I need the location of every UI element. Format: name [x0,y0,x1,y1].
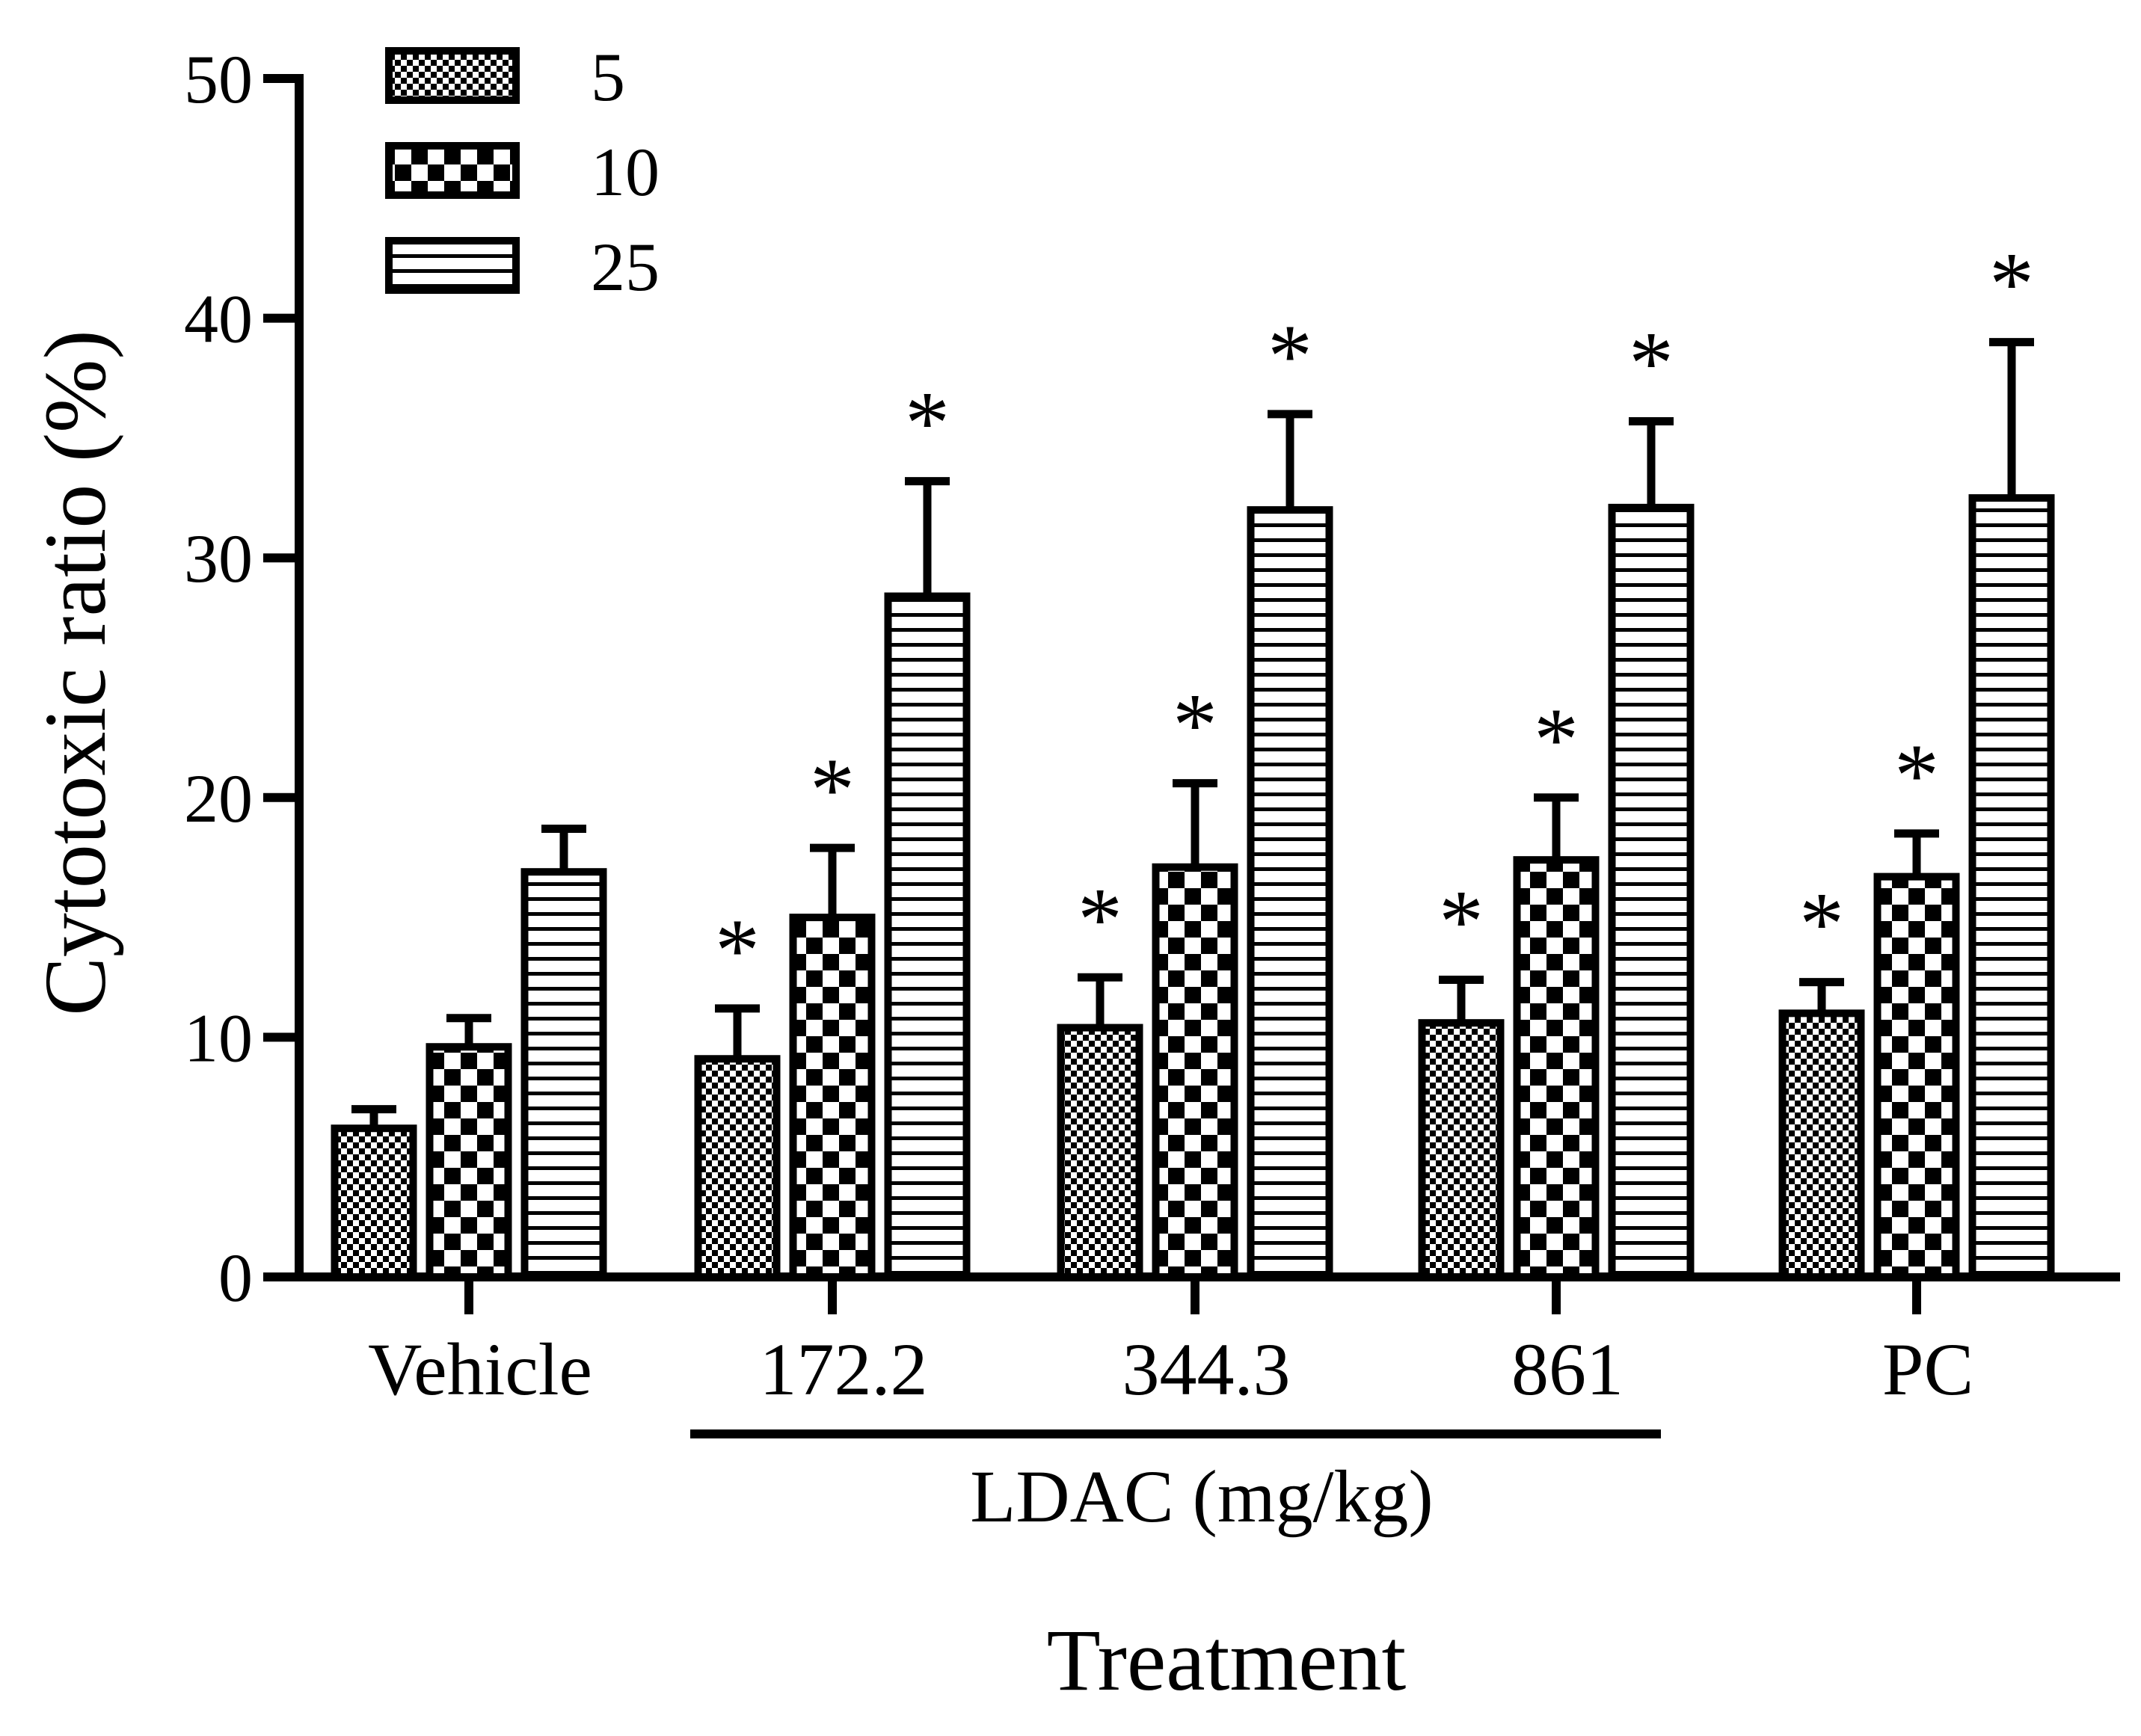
significance-mark-10-172.2: * [810,739,855,839]
significance-mark-25-PC: * [1989,234,2034,333]
y-tick-label-0: 0 [218,1240,253,1316]
significance-mark-10-PC: * [1894,725,1939,825]
legend-swatch-5 [385,47,520,104]
bars: * * * * * * * * * * * * [331,234,2055,1281]
x-axis: Vehicle 172.2 344.3 861 PC LDAC (mg/kg) [295,1272,2120,1538]
bar-25-Vehicle [520,868,607,1281]
x-tick-label-4: PC [1882,1328,1973,1411]
bar-10-861 [1513,856,1600,1281]
bar-5-861 [1418,1019,1505,1281]
significance-mark-10-344.3: * [1173,675,1217,775]
y-axis: 0 10 20 30 40 50 [184,41,304,1316]
y-tick-label-50: 50 [184,41,253,117]
legend: 5 10 25 [385,39,660,305]
y-tick-label-20: 20 [184,760,253,837]
significance-mark-10-861: * [1534,689,1579,789]
legend-label-5: 5 [591,39,625,115]
legend-label-25: 25 [591,229,660,305]
bar-5-Vehicle [331,1124,417,1281]
significance-mark-5-PC: * [1799,874,1844,973]
significance-mark-5-861: * [1439,871,1484,970]
bar-10-Vehicle [426,1043,512,1281]
bar-25-861 [1608,503,1695,1281]
bar-5-172.2 [694,1055,781,1281]
bar-25-172.2 [884,592,971,1281]
bar-5-344.3 [1057,1024,1143,1281]
legend-swatch-10 [385,142,520,199]
x-axis-title: Treatment [1047,1611,1407,1709]
y-tick-label-30: 30 [184,520,253,597]
y-tick-label-40: 40 [184,281,253,357]
significance-mark-25-344.3: * [1268,306,1312,405]
significance-mark-5-172.2: * [715,900,760,1000]
y-axis-title: Cytotoxic ratio (%) [26,330,124,1016]
x-tick-label-0: Vehicle [368,1328,592,1411]
group-label: LDAC (mg/kg) [970,1455,1433,1538]
bar-25-344.3 [1247,506,1333,1281]
significance-mark-5-344.3: * [1078,869,1122,968]
legend-swatch-25 [385,237,520,294]
bar-5-PC [1778,1009,1865,1281]
bar-25-PC [1968,494,2055,1281]
bar-10-344.3 [1152,863,1238,1281]
bar-10-172.2 [789,914,876,1281]
x-tick-label-3: 861 [1511,1328,1624,1411]
x-tick-label-2: 344.3 [1122,1328,1291,1411]
significance-mark-25-172.2: * [905,373,950,473]
y-tick-label-10: 10 [184,1000,253,1076]
x-tick-label-1: 172.2 [760,1328,928,1411]
significance-mark-25-861: * [1629,313,1674,412]
legend-label-10: 10 [591,134,660,210]
bar-10-PC [1873,872,1960,1281]
